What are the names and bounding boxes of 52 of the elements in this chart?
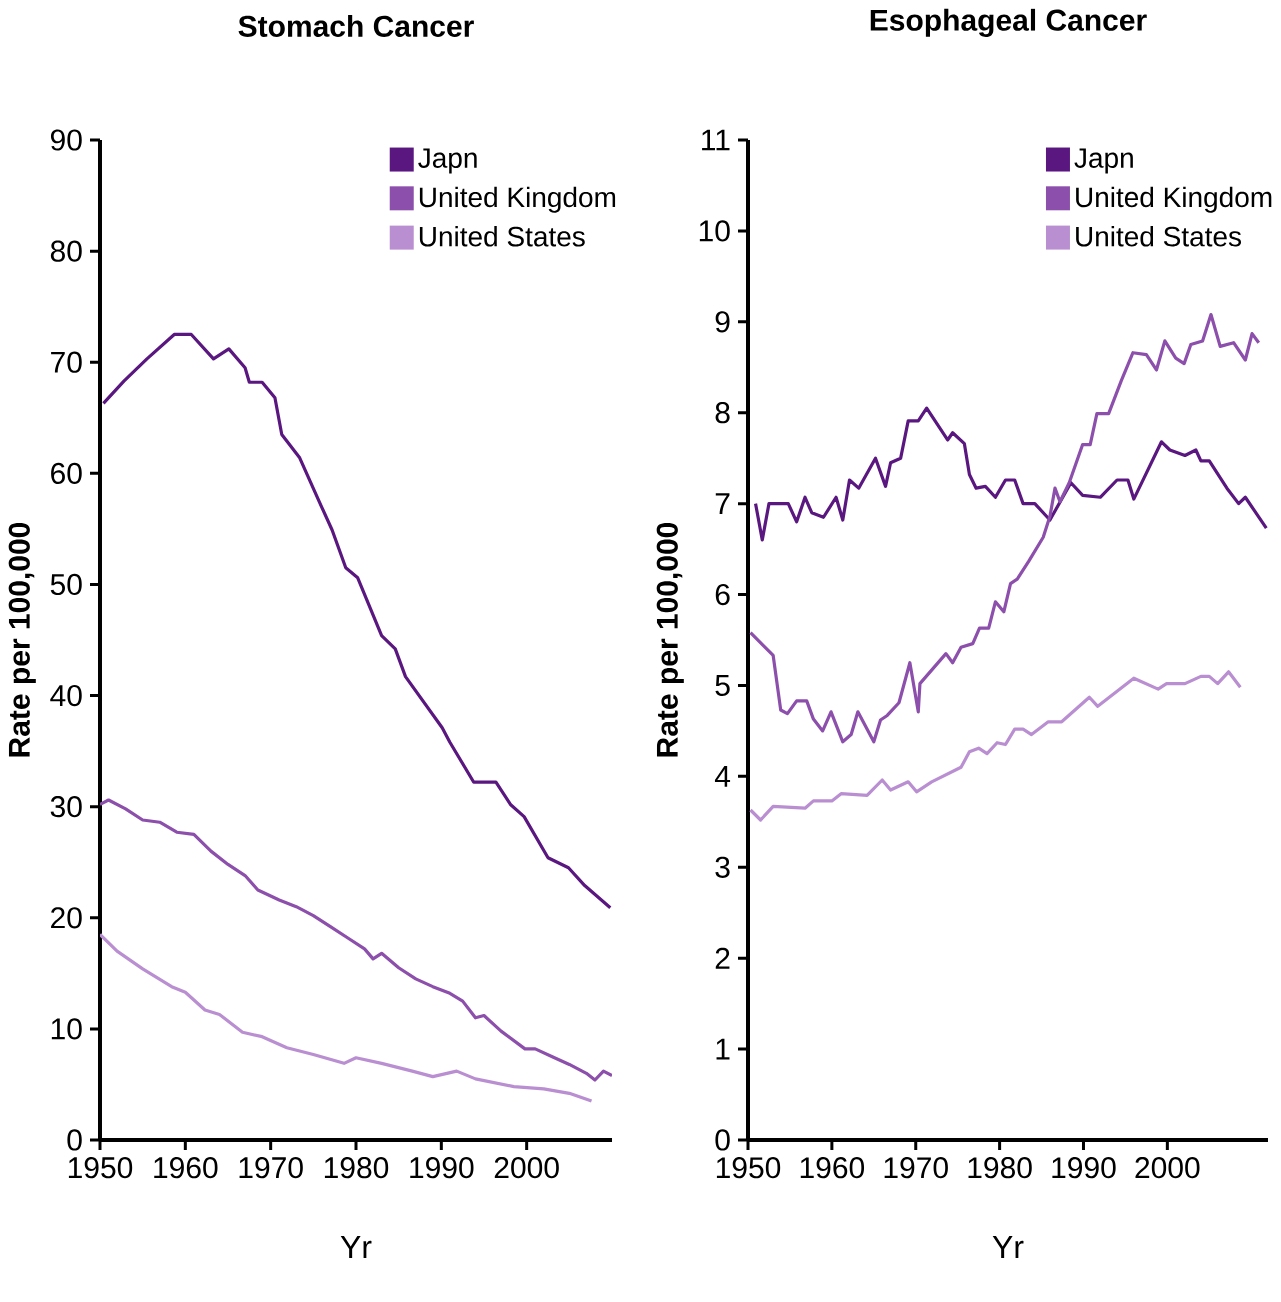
- y-tick-label: 0: [67, 1129, 82, 1151]
- y-tick-label: 20: [51, 907, 82, 929]
- chart-title: Esophageal Cancer: [870, 8, 1147, 37]
- x-tick-label: 2000: [494, 1157, 559, 1179]
- legend-label: United Kingdom: [1076, 186, 1272, 213]
- y-tick-label: 11: [702, 129, 730, 151]
- y-tick-label: 2: [715, 947, 730, 969]
- y-tick-label: 6: [715, 583, 730, 606]
- y-axis-title: Rate per 100,000: [8, 522, 36, 757]
- x-tick-label: 1980: [324, 1157, 389, 1179]
- y-tick-label: 40: [50, 684, 82, 707]
- line-series: [748, 670, 1242, 822]
- y-tick-label: 30: [50, 796, 82, 818]
- x-axis-title: Yr: [340, 1236, 372, 1259]
- y-tick-label: 3: [715, 856, 730, 878]
- x-tick-label: 1980: [968, 1157, 1032, 1179]
- y-tick-label: 0: [715, 1129, 730, 1151]
- y-axis-title: Rate per 100,000: [656, 522, 684, 757]
- x-tick-label: 1970: [239, 1157, 303, 1179]
- chart-title: Stomach Cancer: [238, 14, 474, 37]
- x-tick-label: 1950: [68, 1157, 133, 1179]
- line-series: [748, 312, 1261, 744]
- y-tick-label: 10: [51, 1018, 82, 1040]
- x-tick-label: 1950: [716, 1157, 781, 1179]
- y-tick-label: 1: [716, 1038, 730, 1060]
- x-tick-label: 1990: [410, 1157, 474, 1179]
- x-tick-label: 2000: [1135, 1157, 1200, 1179]
- y-tick-label: 50: [50, 573, 82, 596]
- x-tick-label: 1960: [154, 1157, 218, 1179]
- legend-label: United Kingdom: [419, 186, 616, 213]
- legend-label: Japn: [418, 148, 477, 174]
- y-tick-label: 10: [699, 220, 730, 242]
- y-tick-label: 7: [715, 493, 730, 514]
- y-tick-label: 90: [50, 129, 82, 151]
- y-tick-label: 70: [51, 351, 82, 373]
- y-tick-label: 5: [715, 674, 730, 696]
- x-tick-label: 1970: [884, 1157, 948, 1179]
- line-series: [753, 406, 1268, 542]
- legend-label: United States: [1076, 225, 1241, 247]
- y-tick-label: 4: [714, 766, 731, 787]
- x-axis-title: Yr: [992, 1236, 1024, 1259]
- y-tick-label: 8: [715, 402, 730, 424]
- legend-label: Japn: [1074, 148, 1133, 174]
- line-series: [101, 332, 612, 910]
- y-tick-label: 80: [50, 240, 82, 262]
- y-tick-label: 9: [715, 311, 730, 333]
- y-tick-label: 60: [51, 462, 82, 484]
- line-series: [100, 932, 594, 1103]
- x-tick-label: 1990: [1052, 1157, 1116, 1179]
- line-series: [100, 798, 613, 1082]
- legend-label: United States: [419, 225, 585, 247]
- x-tick-label: 1960: [800, 1157, 865, 1179]
